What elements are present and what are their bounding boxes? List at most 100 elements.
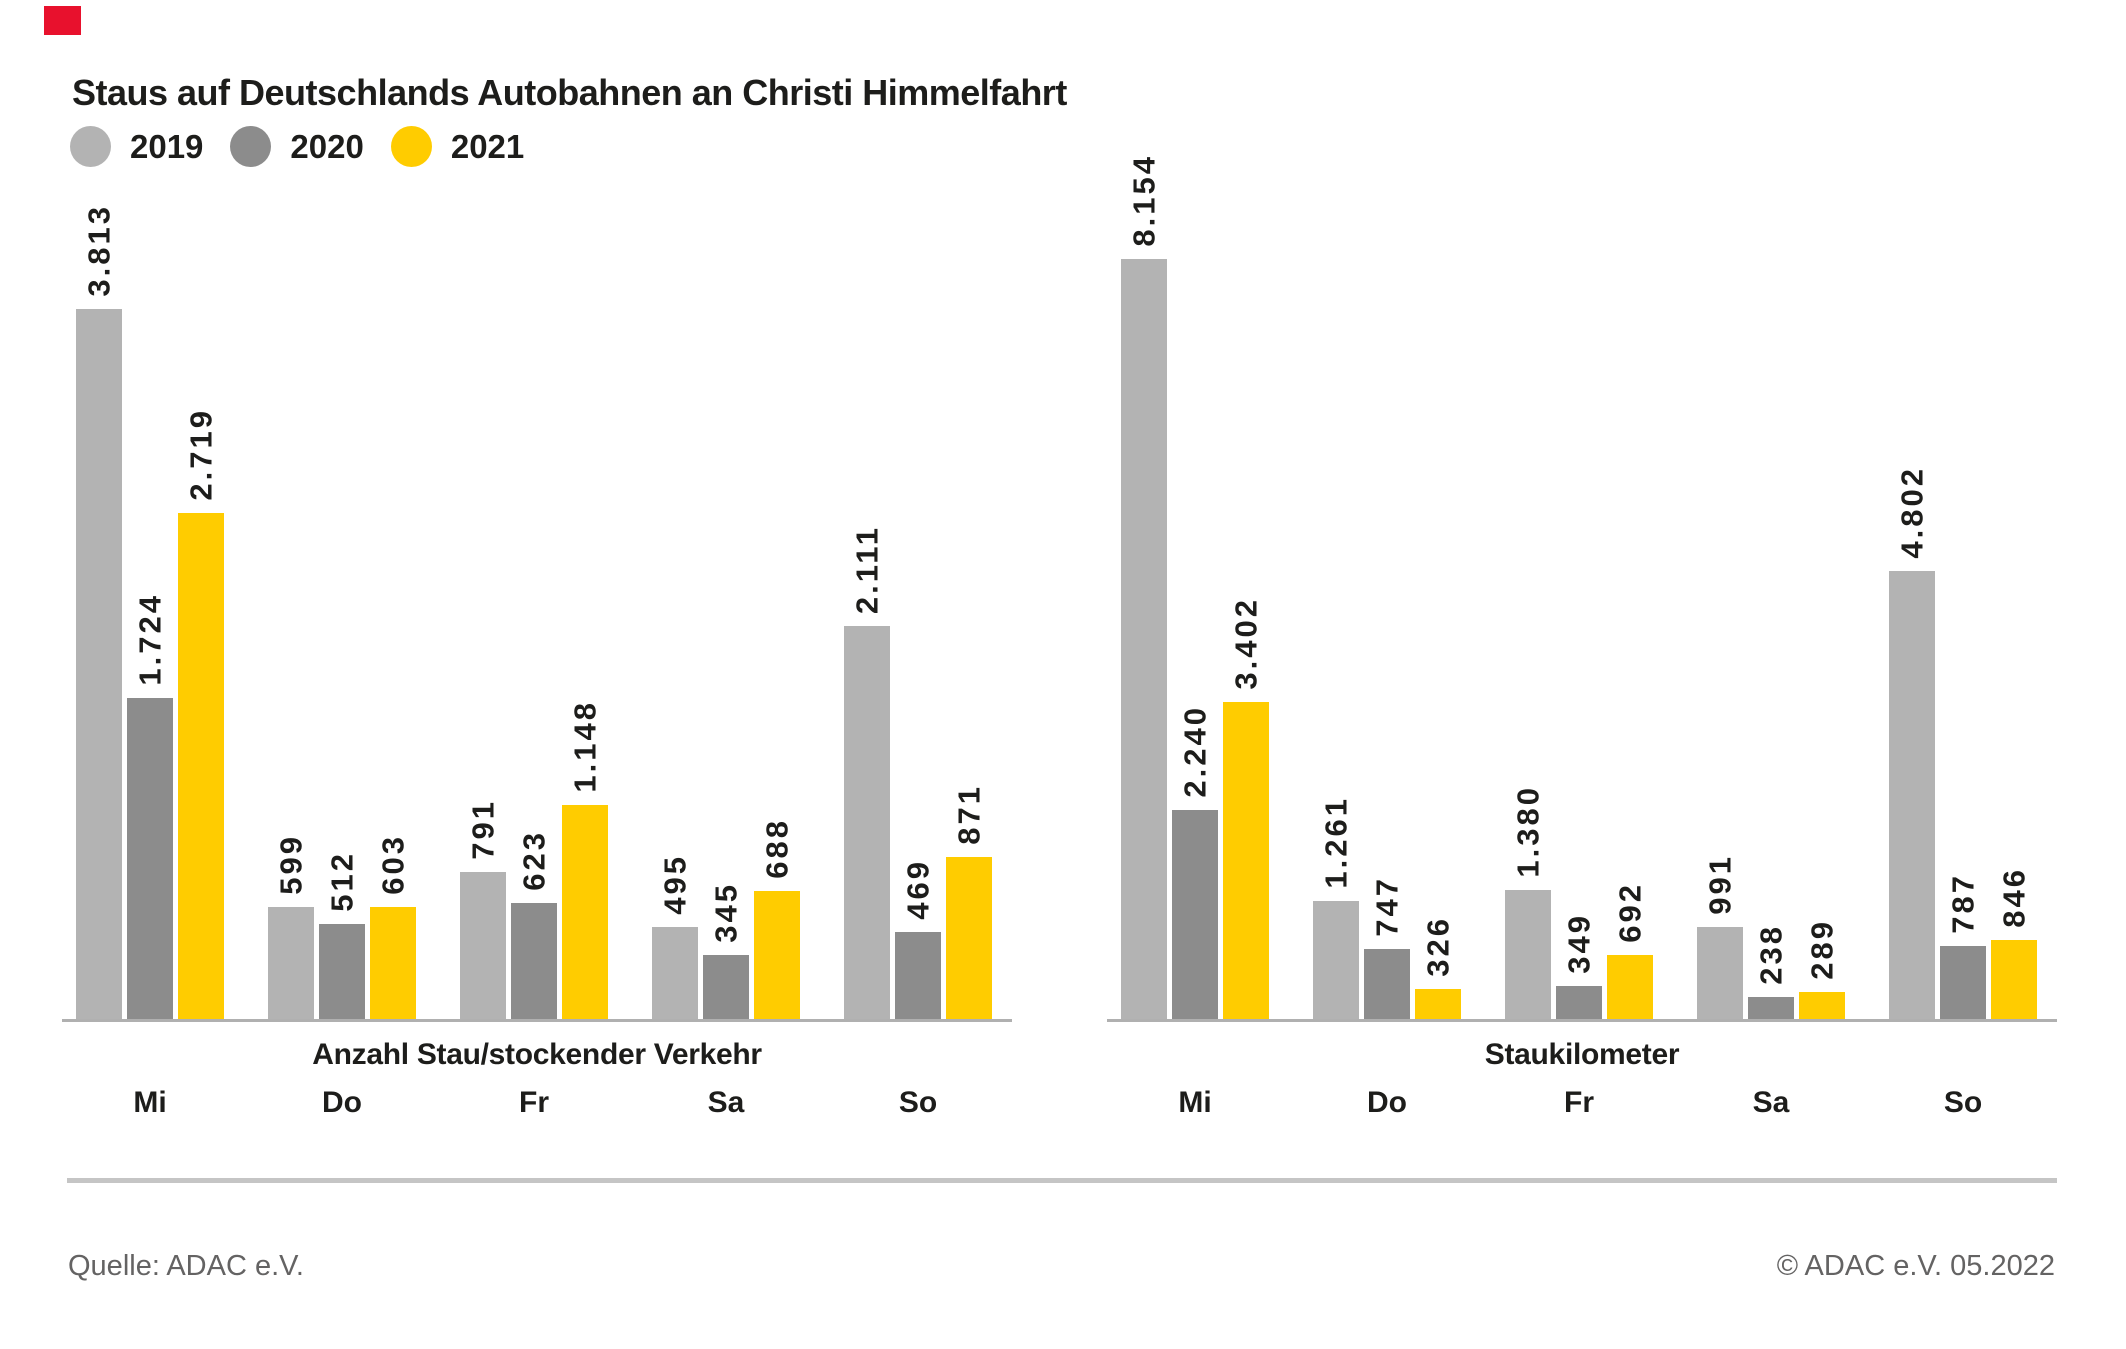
category-axis-anzahl: Mi Do Fr Sa So — [62, 1086, 1012, 1120]
bar-value-label-2019-so: 2.111 — [849, 524, 885, 614]
bar-2019-mi — [1121, 259, 1167, 1019]
legend-label-2021: 2021 — [450, 127, 525, 165]
legend-item-2021: 2021 — [390, 126, 525, 167]
bar-value-label-2020-mi: 1.724 — [132, 593, 168, 686]
bar-cell-2020-mi: 1.724 — [127, 593, 173, 1019]
bar-cell-2020-fr: 623 — [511, 830, 557, 1019]
bar-value-label-2021-so: 846 — [1996, 867, 2032, 928]
legend-swatch-2021-icon — [390, 126, 432, 167]
bar-value-label-2021-so: 871 — [951, 784, 987, 845]
bar-2021-mi — [1223, 702, 1269, 1019]
bar-value-label-2019-sa: 991 — [1702, 854, 1738, 915]
bar-cell-2021-sa: 289 — [1799, 919, 1845, 1019]
bar-cell-2019-sa: 991 — [1697, 854, 1743, 1019]
bar-cell-2021-fr: 692 — [1607, 882, 1653, 1019]
bar-cell-2019-sa: 495 — [652, 854, 698, 1019]
bar-value-label-2020-sa: 238 — [1753, 924, 1789, 985]
bar-value-label-2021-mi: 2.719 — [183, 408, 219, 501]
category-label-do: Do — [1367, 1086, 1407, 1119]
bar-2019-do — [1313, 901, 1359, 1019]
bar-group-fr: 791 623 1.148 — [460, 700, 608, 1019]
bar-value-label-2019-do: 1.261 — [1318, 796, 1354, 889]
bar-value-label-2021-mi: 3.402 — [1228, 597, 1264, 690]
bar-2020-sa — [1748, 997, 1794, 1019]
bar-cell-2019-do: 599 — [268, 834, 314, 1019]
bar-value-label-2019-fr: 791 — [465, 799, 501, 860]
red-square-marker — [44, 6, 81, 35]
bar-2020-do — [1364, 949, 1410, 1019]
legend: 2019 2020 2021 — [70, 126, 524, 167]
category-label-so: So — [1943, 1086, 1983, 1119]
category-axis-staukilometer: Mi Do Fr Sa So — [1107, 1086, 2057, 1120]
bar-cell-2020-do: 747 — [1364, 876, 1410, 1019]
bar-2021-so — [1991, 940, 2037, 1019]
bar-2020-mi — [127, 698, 173, 1019]
bar-cell-2019-fr: 1.380 — [1505, 785, 1551, 1019]
bar-2020-so — [895, 932, 941, 1019]
plot-area-staukilometer: 8.154 2.240 3.402 1.261 747 326 1.380 349 692 991… — [1107, 154, 2057, 1022]
bar-value-label-2020-so: 787 — [1945, 873, 1981, 934]
bar-2019-sa — [652, 927, 698, 1019]
category-label-sa: Sa — [707, 1086, 745, 1119]
legend-item-2020: 2020 — [230, 126, 364, 167]
bar-cell-2019-so: 2.111 — [844, 525, 890, 1019]
bar-value-label-2021-do: 603 — [375, 834, 411, 895]
legend-swatch-2019-icon — [70, 126, 111, 167]
bar-cell-2021-mi: 3.402 — [1223, 597, 1269, 1019]
bar-2020-do — [319, 924, 365, 1019]
bar-value-label-2020-fr: 349 — [1561, 913, 1597, 974]
legend-label-2020: 2020 — [290, 127, 364, 165]
bar-value-label-2020-fr: 623 — [516, 830, 552, 891]
footer-divider — [67, 1178, 2057, 1183]
bar-cell-2019-mi: 8.154 — [1121, 154, 1167, 1019]
bar-group-sa: 495 345 688 — [652, 818, 800, 1019]
category-label-sa: Sa — [1752, 1086, 1790, 1119]
bar-2019-fr — [460, 872, 506, 1019]
bar-2019-mi — [76, 309, 122, 1019]
bar-2021-do — [370, 907, 416, 1019]
bar-cell-2021-do: 603 — [370, 834, 416, 1019]
bar-2021-so — [946, 857, 992, 1019]
bar-group-mi: 3.813 1.724 2.719 — [76, 204, 224, 1019]
bar-group-mi: 8.154 2.240 3.402 — [1121, 154, 1269, 1019]
legend-swatch-2020-icon — [230, 126, 272, 167]
chart-anzahl-stau: 3.813 1.724 2.719 599 512 603 791 623 1.148 495 34… — [62, 204, 1012, 1120]
bar-value-label-2020-mi: 2.240 — [1177, 705, 1213, 798]
bar-value-label-2021-do: 326 — [1420, 916, 1456, 977]
category-label-mi: Mi — [133, 1086, 167, 1119]
bar-2021-mi — [178, 513, 224, 1019]
page-title: Staus auf Deutschlands Autobahnen an Chr… — [72, 72, 1067, 114]
bar-value-label-2020-do: 747 — [1369, 876, 1405, 937]
bar-cell-2021-so: 846 — [1991, 867, 2037, 1019]
bar-value-label-2019-sa: 495 — [657, 854, 693, 915]
bar-2019-fr — [1505, 890, 1551, 1019]
bar-group-so: 4.802 787 846 — [1889, 466, 2037, 1019]
legend-label-2019: 2019 — [130, 127, 204, 165]
category-label-fr: Fr — [519, 1086, 549, 1119]
chart-staukilometer: 8.154 2.240 3.402 1.261 747 326 1.380 349 692 991… — [1107, 154, 2057, 1120]
bar-value-label-2021-fr: 692 — [1612, 882, 1648, 943]
bar-2020-fr — [1556, 986, 1602, 1019]
bar-group-do: 1.261 747 326 — [1313, 796, 1461, 1019]
bar-2021-fr — [1607, 955, 1653, 1019]
bar-cell-2020-do: 512 — [319, 851, 365, 1019]
category-label-fr: Fr — [1564, 1086, 1594, 1119]
bar-value-label-2019-do: 599 — [273, 834, 309, 895]
bar-value-label-2020-do: 512 — [324, 851, 360, 912]
bar-group-sa: 991 238 289 — [1697, 854, 1845, 1019]
bar-value-label-2019-so: 4.802 — [1894, 466, 1930, 559]
bar-2021-fr — [562, 805, 608, 1019]
bar-cell-2019-fr: 791 — [460, 799, 506, 1019]
bar-cell-2020-sa: 345 — [703, 882, 749, 1019]
axis-title-staukilometer: Staukilometer — [1484, 1038, 1680, 1071]
bar-cell-2021-do: 326 — [1415, 916, 1461, 1019]
bar-2020-mi — [1172, 810, 1218, 1019]
bar-2021-sa — [1799, 992, 1845, 1019]
bar-cell-2020-mi: 2.240 — [1172, 705, 1218, 1019]
bar-cell-2020-so: 469 — [895, 859, 941, 1019]
bar-value-label-2020-so: 469 — [900, 859, 936, 920]
bar-value-label-2021-sa: 688 — [759, 818, 795, 879]
bar-cell-2021-so: 871 — [946, 784, 992, 1019]
bar-group-do: 599 512 603 — [268, 834, 416, 1019]
category-label-mi: Mi — [1178, 1086, 1212, 1119]
